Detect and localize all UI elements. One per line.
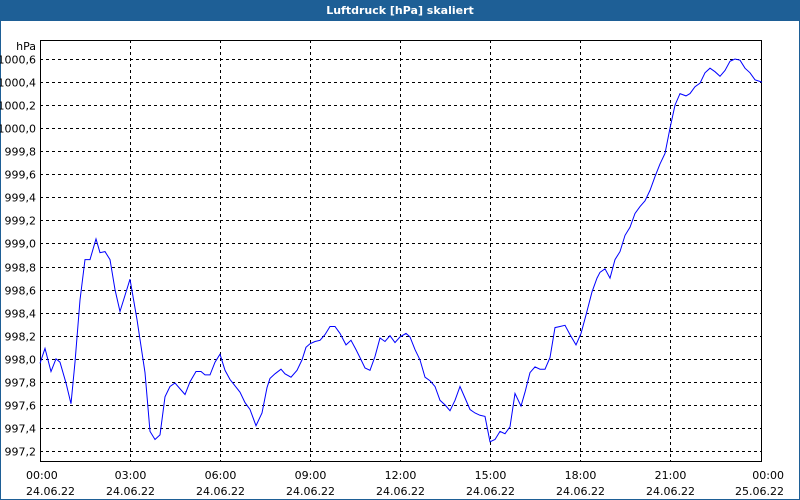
y-axis-label: hPa — [16, 40, 36, 53]
y-tick-label: 997,4 — [5, 423, 37, 436]
y-tick-label: 997,6 — [5, 400, 37, 413]
plot-area-border — [40, 40, 762, 462]
x-tick-time-label: 06:00 — [205, 469, 237, 482]
y-tick-label: 997,2 — [5, 446, 37, 459]
y-tick-label: 998,6 — [5, 285, 37, 298]
series-line-luftdruck — [39, 58, 763, 443]
x-tick-date-label: 24.06.22 — [286, 485, 335, 498]
x-tick-date-label: 24.06.22 — [376, 485, 425, 498]
y-tick-label: 998,8 — [5, 262, 37, 275]
x-tick-date-label: 24.06.22 — [26, 485, 75, 498]
y-tick-label: 999,4 — [5, 192, 37, 205]
x-tick-time-label: 03:00 — [115, 469, 147, 482]
x-tick-time-label: 00:00 — [752, 469, 784, 482]
x-tick-time-label: 18:00 — [565, 469, 597, 482]
y-tick-label: 998,0 — [5, 354, 37, 367]
x-tick-time-label: 00:00 — [26, 469, 58, 482]
y-tick-label: 1000,2 — [0, 100, 36, 113]
x-tick-date-label: 24.06.22 — [556, 485, 605, 498]
y-tick-label: 1000,4 — [0, 77, 36, 90]
x-tick-date-label: 24.06.22 — [646, 485, 695, 498]
x-tick-time-label: 12:00 — [385, 469, 417, 482]
y-tick-label: 1000,6 — [0, 54, 36, 67]
y-tick-label: 1000,0 — [0, 123, 36, 136]
y-tick-label: 999,0 — [5, 238, 37, 251]
x-tick-date-label: 25.06.22 — [735, 485, 784, 498]
y-tick-label: 998,2 — [5, 331, 37, 344]
x-tick-time-label: 15:00 — [475, 469, 507, 482]
y-tick-label: 999,8 — [5, 146, 37, 159]
y-tick-label: 999,2 — [5, 215, 37, 228]
x-tick-date-label: 24.06.22 — [196, 485, 245, 498]
chart-title: Luftdruck [hPa] skaliert — [0, 0, 800, 21]
y-tick-label: 998,4 — [5, 308, 37, 321]
y-tick-label: 999,6 — [5, 169, 37, 182]
x-tick-time-label: 09:00 — [295, 469, 327, 482]
y-tick-label: 997,8 — [5, 377, 37, 390]
x-tick-time-label: 21:00 — [655, 469, 687, 482]
x-tick-date-label: 24.06.22 — [106, 485, 155, 498]
x-tick-date-label: 24.06.22 — [466, 485, 515, 498]
